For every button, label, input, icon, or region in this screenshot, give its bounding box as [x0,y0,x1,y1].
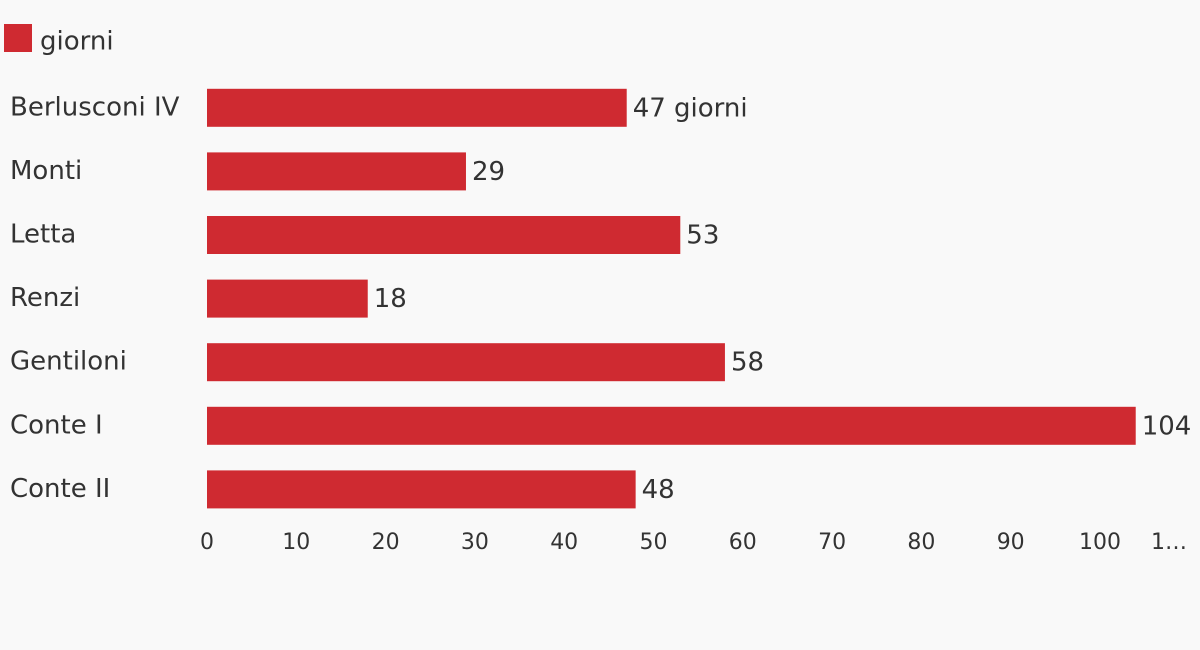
value-label: 18 [374,284,407,314]
value-label: 48 [642,475,675,505]
y-tick-label: Monti [10,156,82,186]
x-tick-label: 70 [818,530,846,555]
value-label: 29 [472,157,505,187]
value-label: 53 [686,221,719,251]
y-tick-label: Gentiloni [10,347,127,377]
legend-swatch [4,24,32,52]
x-tick-label: 40 [550,530,578,555]
y-tick-label: Renzi [10,283,80,313]
bar [207,343,725,382]
x-tick-label: 0 [200,530,214,555]
bar [207,406,1136,445]
x-tick-label: 20 [372,530,400,555]
y-tick-label: Conte I [10,410,103,440]
bar [207,279,368,318]
legend-label: giorni [40,27,114,57]
x-tick-label: 80 [907,530,935,555]
bar [207,470,636,509]
value-label: 104 [1142,411,1192,441]
x-tick-label: 30 [461,530,489,555]
value-label: 58 [731,348,764,378]
x-tick-label: 60 [729,530,757,555]
y-tick-label: Letta [10,220,76,250]
x-tick-label: 100 [1079,530,1121,555]
x-tick-label: 10 [282,530,310,555]
bar [207,152,466,191]
x-tick-label: 90 [997,530,1025,555]
value-label: 47 giorni [633,93,748,123]
bar [207,216,681,254]
bar [207,88,627,127]
y-tick-label: Berlusconi IV [10,92,180,122]
y-tick-label: Conte II [10,474,110,504]
x-tick-label: 50 [640,530,668,555]
x-tick-label: 1… [1151,530,1187,555]
